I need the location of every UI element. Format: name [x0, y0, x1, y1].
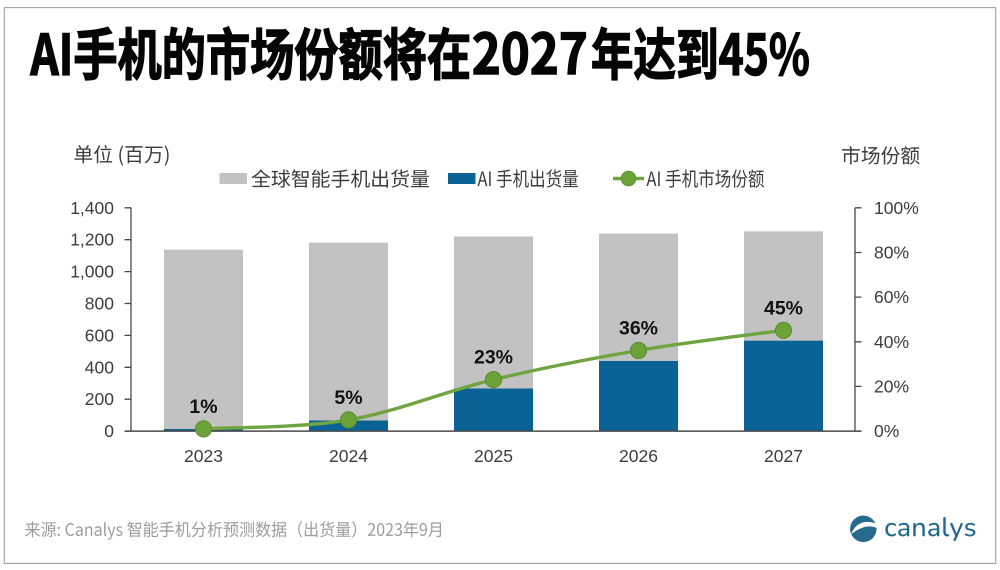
svg-text:23%: 23%: [474, 347, 513, 369]
svg-text:1,000: 1,000: [70, 262, 114, 282]
svg-text:20%: 20%: [874, 376, 909, 396]
svg-text:45%: 45%: [764, 297, 803, 319]
svg-text:600: 600: [85, 325, 114, 345]
svg-text:1,400: 1,400: [70, 198, 114, 218]
svg-text:2027: 2027: [764, 446, 803, 466]
svg-text:1,200: 1,200: [70, 230, 114, 250]
svg-text:2024: 2024: [329, 446, 368, 466]
svg-text:0%: 0%: [874, 421, 899, 441]
svg-text:2026: 2026: [619, 446, 658, 466]
svg-text:400: 400: [85, 357, 114, 377]
svg-text:1%: 1%: [189, 396, 217, 418]
svg-text:36%: 36%: [619, 318, 658, 340]
svg-text:2023: 2023: [184, 446, 223, 466]
svg-text:40%: 40%: [874, 332, 909, 352]
svg-text:5%: 5%: [334, 387, 362, 409]
svg-text:800: 800: [85, 294, 114, 314]
svg-text:80%: 80%: [874, 243, 909, 263]
svg-text:2025: 2025: [474, 446, 513, 466]
svg-text:0: 0: [104, 421, 114, 441]
svg-text:60%: 60%: [874, 287, 909, 307]
svg-text:200: 200: [85, 389, 114, 409]
svg-text:100%: 100%: [874, 198, 919, 218]
